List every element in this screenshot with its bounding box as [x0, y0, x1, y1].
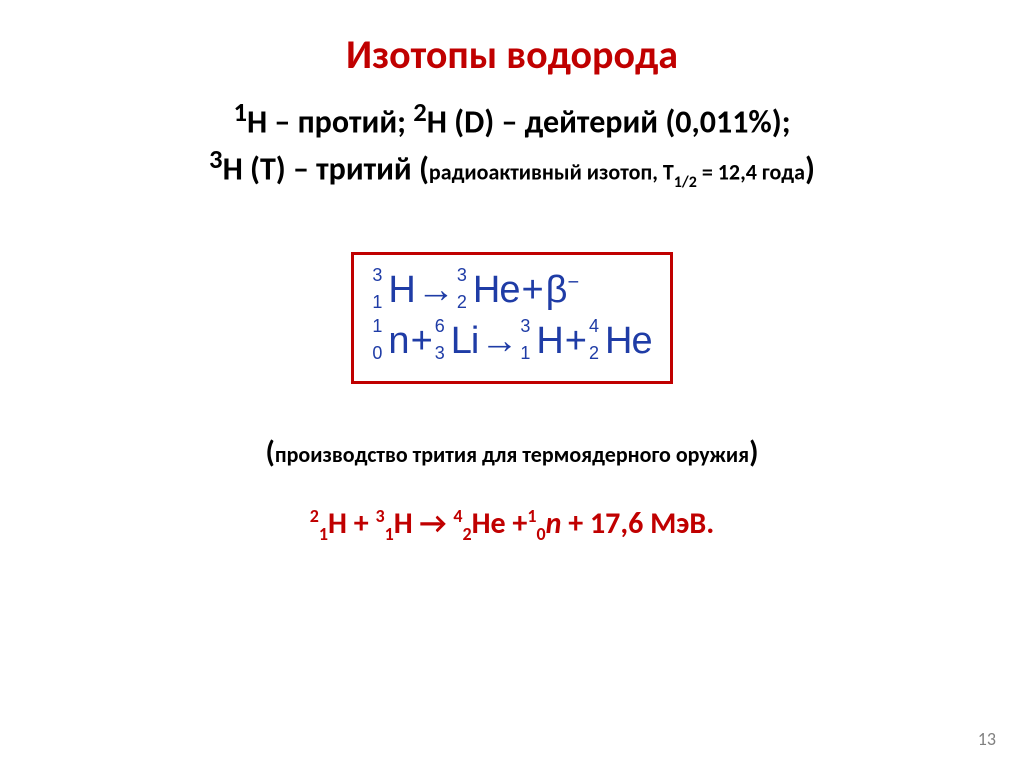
A: 1	[527, 505, 536, 527]
isotopes-line-1: 1Н – протий; 2Н (D) – дейтерий (0,011%);	[0, 97, 1024, 142]
sym: n	[546, 505, 562, 542]
mass-1: 1	[233, 97, 247, 129]
slide: Изотопы водорода 1Н – протий; 2Н (D) – д…	[0, 0, 1024, 768]
Z: 2	[462, 523, 471, 545]
sym: H	[394, 505, 413, 542]
close-paren-1: )	[805, 149, 815, 188]
mass-3: 3	[209, 144, 223, 176]
fusion-equation: 21H + 31H → 42He +10n + 17,6 МэВ.	[0, 505, 1024, 545]
equation-box: 31H→32He+β− 10n+63Li→31H+42He	[351, 252, 672, 385]
beta-minus: −	[568, 271, 580, 293]
Z: 1	[520, 341, 530, 365]
A: 4	[589, 314, 599, 338]
close-paren-2: )	[749, 434, 758, 471]
Z: 1	[385, 523, 394, 545]
A: 1	[372, 314, 382, 338]
caption-text: производство трития для термоядерного ор…	[275, 441, 749, 468]
tau-symbol: τ	[663, 158, 674, 185]
slide-title: Изотопы водорода	[0, 30, 1024, 79]
sym: H	[388, 269, 414, 311]
deuterium-text: Н (D) – дейтерий (0,011%);	[427, 103, 791, 142]
energy-text: + 17,6 МэВ.	[561, 505, 714, 542]
tritium-note: радиоактивный изотоп,	[429, 158, 663, 185]
nuc-3-1-H-b: 3 1H	[520, 316, 562, 367]
arrow-icon: →	[478, 316, 520, 367]
decay-equation: 31H→32He+β−	[372, 265, 651, 316]
Z: 0	[537, 523, 546, 545]
production-equation: 10n+63Li→31H+42He	[372, 316, 651, 367]
A: 2	[310, 505, 319, 527]
A: 3	[375, 505, 384, 527]
box-caption: (производство трития для термоядерного о…	[0, 434, 1024, 471]
plus-icon: +	[563, 316, 589, 367]
sym: n	[388, 320, 408, 362]
A: 3	[520, 314, 530, 338]
plus-text: +	[506, 505, 528, 542]
protium-text: Н – протий;	[247, 103, 413, 142]
half-life-sub: 1/2	[674, 173, 697, 192]
open-paren: (	[266, 434, 275, 471]
nuc-3-2-He: 3 2He	[457, 265, 520, 316]
beta: β	[546, 269, 568, 311]
Z: 0	[372, 341, 382, 365]
plus-icon: +	[409, 316, 435, 367]
Z: 3	[435, 341, 445, 365]
A: 3	[457, 263, 467, 287]
A: 6	[435, 314, 445, 338]
isotopes-line-2: 3Н (T) – тритий (радиоактивный изотоп, τ…	[0, 144, 1024, 192]
page-number: 13	[978, 728, 996, 750]
Z: 2	[457, 290, 467, 314]
sym: Li	[451, 320, 479, 362]
sym: He	[605, 320, 652, 362]
Z: 1	[319, 523, 328, 545]
nuc-4-2-He: 4 2He	[589, 316, 652, 367]
arrow-text: →	[413, 505, 454, 542]
sym: H	[328, 505, 347, 542]
tritium-text-a: Н (T) – тритий (	[223, 149, 429, 188]
sym: He	[472, 505, 506, 542]
half-life-value: = 12,4 года	[697, 158, 805, 185]
nuc-3-1-H: 3 1H	[372, 265, 414, 316]
nuc-6-3-Li: 6 3Li	[435, 316, 479, 367]
mass-2: 2	[413, 97, 427, 129]
A: 3	[372, 263, 382, 287]
plus-text: +	[347, 505, 376, 542]
nuc-1-0-n: 1 0n	[372, 316, 408, 367]
sym: H	[536, 320, 562, 362]
Z: 1	[372, 290, 382, 314]
equation-box-wrap: 31H→32He+β− 10n+63Li→31H+42He	[0, 252, 1024, 385]
sym: He	[473, 269, 520, 311]
plus-icon: +	[519, 265, 545, 316]
arrow-icon: →	[415, 265, 457, 316]
Z: 2	[589, 341, 599, 365]
